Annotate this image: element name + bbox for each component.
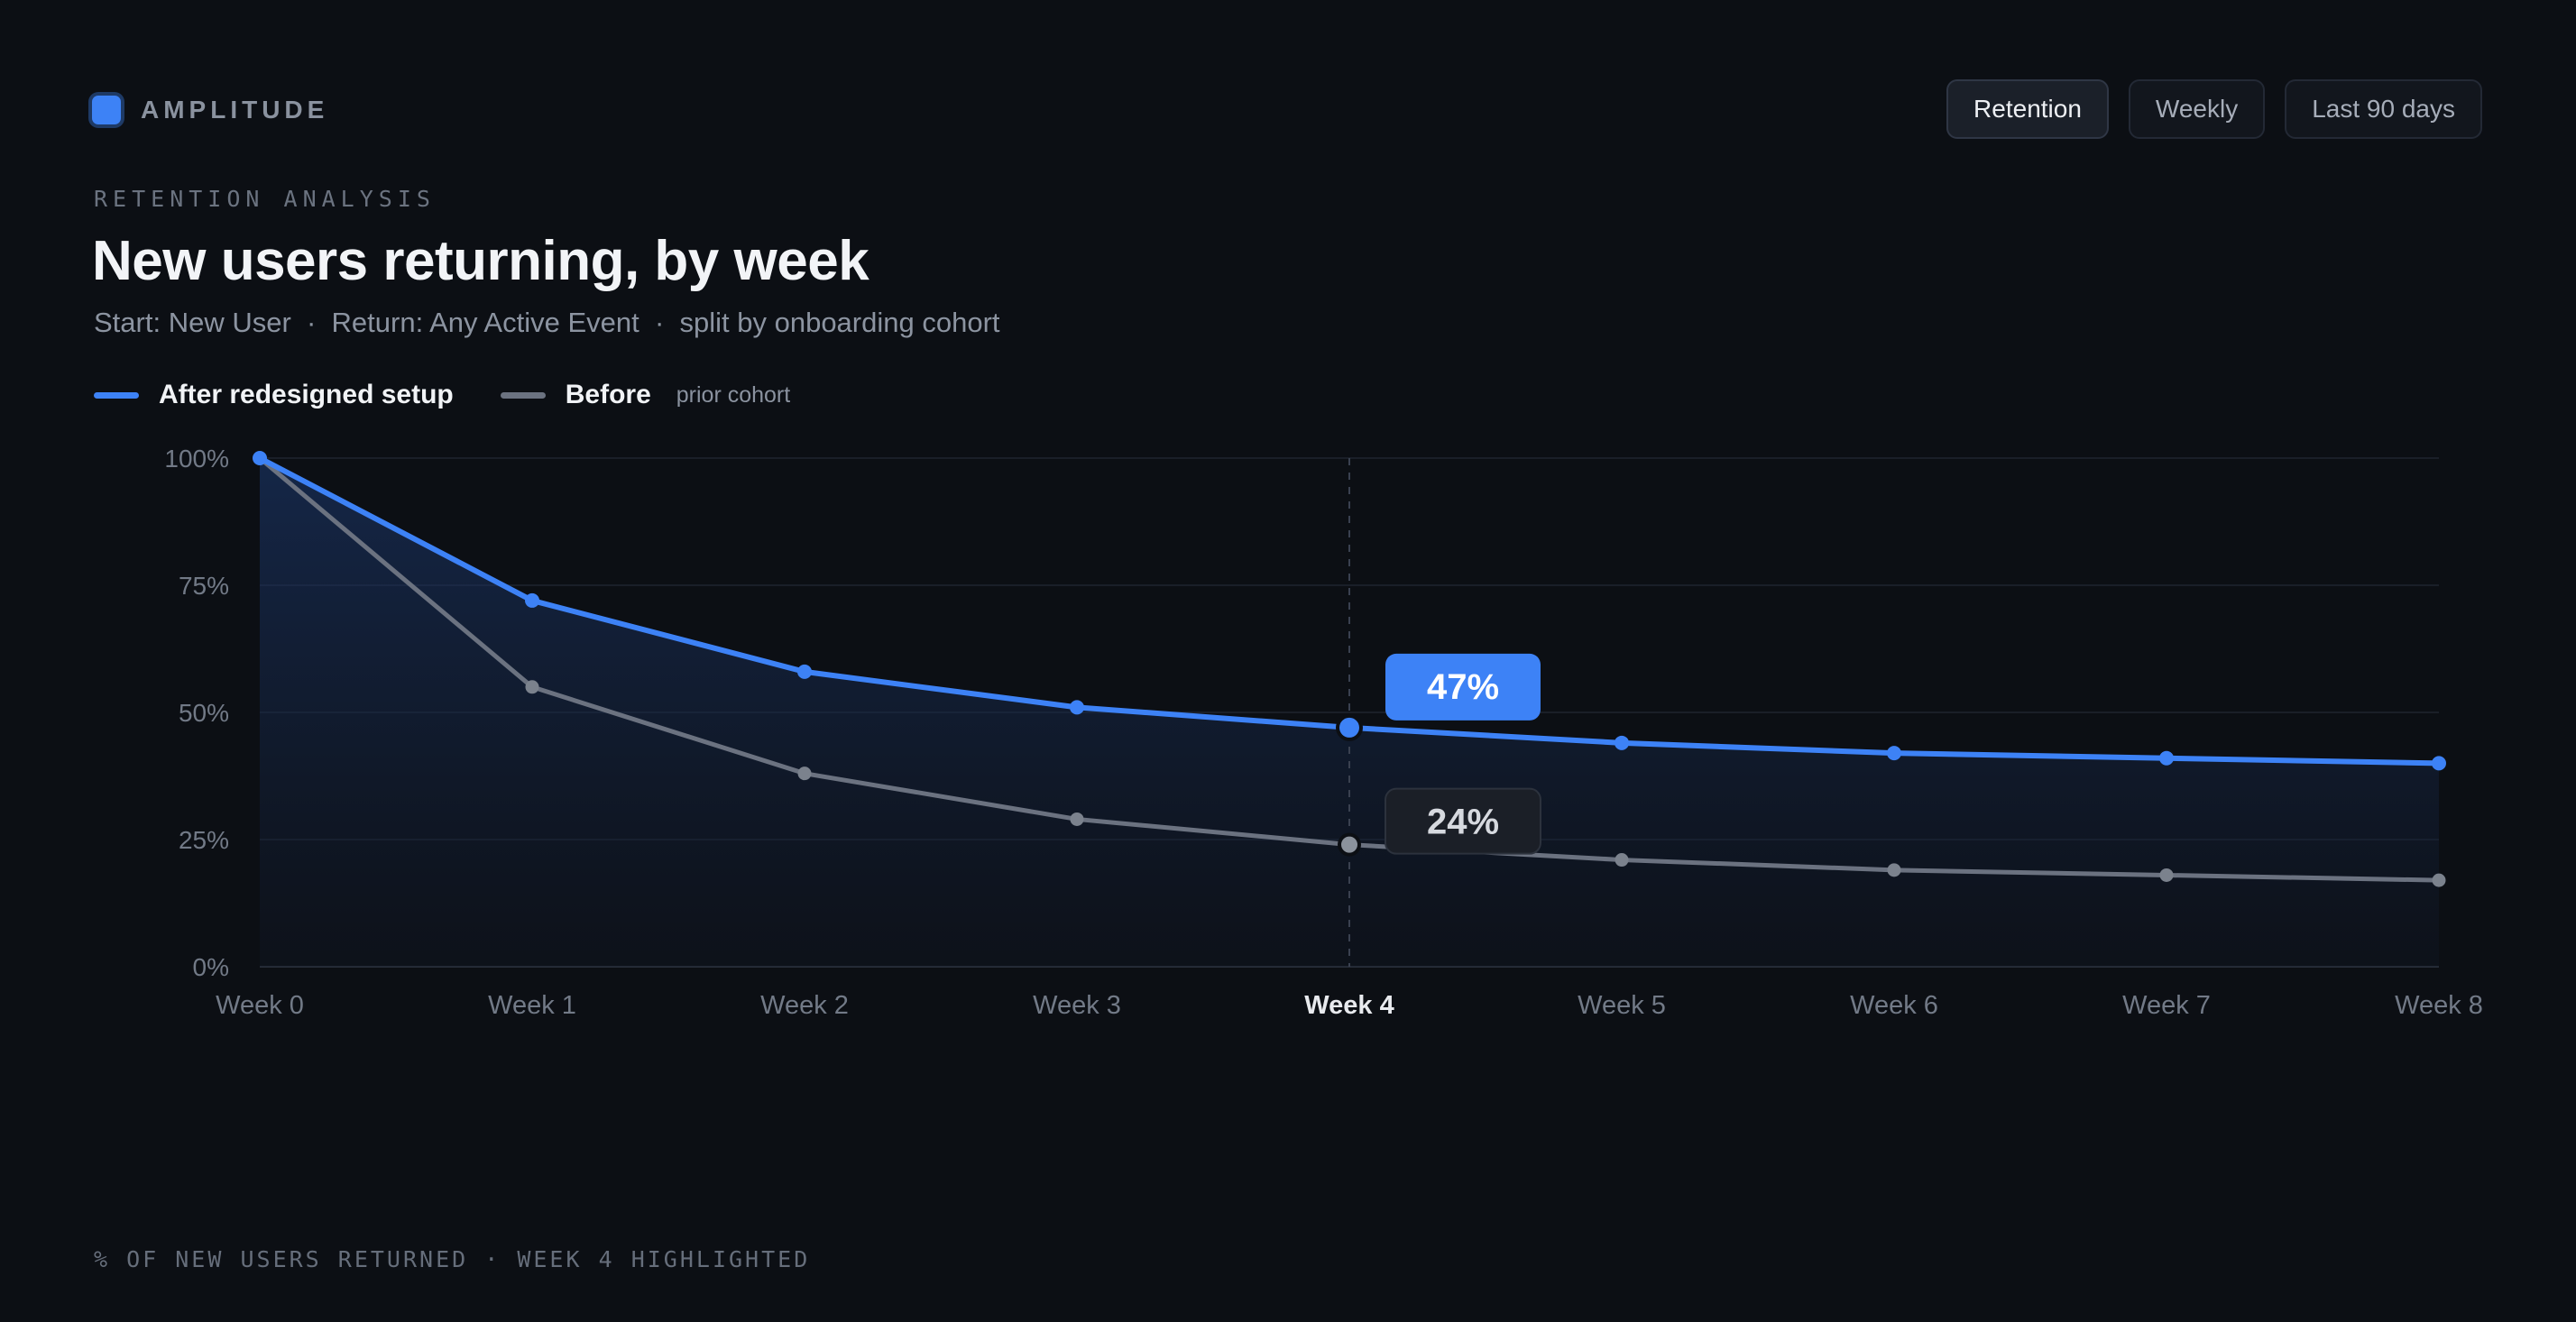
data-point-after [1336,713,1363,741]
date-range-button[interactable]: Last 90 days [2285,79,2482,139]
retention-button[interactable]: Retention [1946,79,2109,139]
data-point-after [1887,746,1901,761]
data-point-after [2432,756,2446,771]
after-swatch-icon [94,391,139,399]
x-tick-label: Week 2 [760,991,849,1020]
chart-legend: After redesigned setup Before prior coho… [94,377,790,413]
brand: AMPLITUDE [92,94,328,126]
data-point-after [525,592,539,608]
legend-item-after[interactable]: After redesigned setup [94,380,454,410]
before-swatch-icon [500,391,546,399]
x-tick-label: Week 4 [1304,991,1394,1020]
brand-name: AMPLITUDE [141,96,329,124]
data-point-before [2159,868,2174,882]
data-point-before [2432,873,2446,887]
y-tick-label: 75% [179,572,229,600]
data-point-before [1887,863,1901,877]
data-point-before [1615,853,1629,868]
x-tick-label: Week 3 [1033,991,1121,1020]
x-tick-label: Week 7 [2122,991,2211,1020]
data-point-after [1615,735,1629,750]
weekly-interval-button[interactable]: Weekly [2128,79,2266,139]
highlight-callout-before [1385,787,1541,855]
highlight-value-after: 47% [1427,667,1499,707]
x-tick-label: Week 8 [2395,991,2483,1020]
data-point-after [1070,700,1084,715]
legend-label-before: Before [565,380,651,409]
legend-item-before[interactable]: Before prior cohort [500,380,791,410]
amplitude-logo-icon [92,96,121,124]
highlight-callout-after [1385,653,1541,721]
data-point-after [2159,750,2174,766]
data-point-after [253,451,267,465]
page-title: New users returning, by week [92,230,869,292]
chart-controls: Retention Weekly Last 90 days [1946,79,2482,139]
data-point-before [797,767,812,781]
data-point-before [525,680,539,694]
legend-label-after: After redesigned setup [159,380,454,409]
y-tick-label: 0% [193,953,229,981]
data-point-before [1070,812,1084,826]
chart-footnote: % OF NEW USERS RETURNED · WEEK 4 HIGHLIG… [94,1246,811,1272]
highlight-value-before: 24% [1427,803,1499,842]
section-eyebrow: RETENTION ANALYSIS [94,186,436,212]
y-tick-label: 50% [179,699,229,727]
page-subtitle: Start: New User · Return: Any Active Eve… [94,307,1000,338]
data-point-before [1338,832,1361,857]
data-point-after [797,664,812,679]
y-tick-label: 25% [179,826,229,854]
legend-note-before: prior cohort [676,381,791,408]
x-tick-label: Week 5 [1578,991,1666,1020]
x-tick-label: Week 1 [488,991,576,1020]
after-area-fill [260,458,2439,967]
y-tick-label: 100% [164,445,229,473]
x-tick-label: Week 6 [1850,991,1938,1020]
x-tick-label: Week 0 [216,991,304,1020]
